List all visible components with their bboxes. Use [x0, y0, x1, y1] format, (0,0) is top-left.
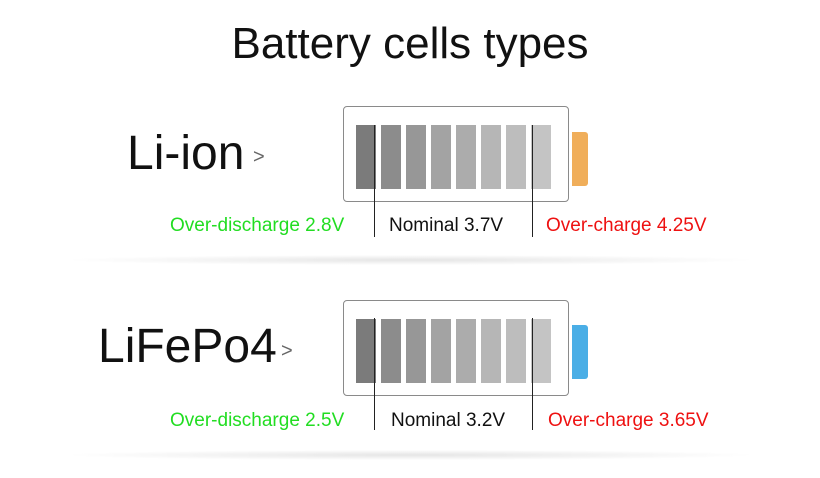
battery-cell — [406, 125, 426, 189]
chevron-right-icon: > — [281, 340, 293, 362]
over-charge-marker-line — [532, 318, 533, 430]
battery-cell — [381, 125, 401, 189]
battery-section-lifepo4: LiFePo4 > Over-discharge 2.5V Nominal 3.… — [0, 0, 820, 460]
battery-icon — [343, 106, 569, 202]
battery-cell — [381, 319, 401, 383]
battery-terminal — [572, 132, 588, 186]
battery-cell — [456, 319, 476, 383]
battery-cell — [481, 319, 501, 383]
over-discharge-label: Over-discharge 2.5V — [170, 410, 345, 431]
battery-cell — [481, 125, 501, 189]
battery-type-name: Li-ion — [127, 127, 245, 180]
over-discharge-marker-line — [374, 318, 375, 430]
battery-cell — [456, 125, 476, 189]
battery-terminal — [572, 325, 588, 379]
over-discharge-marker-line — [374, 125, 375, 237]
battery-type-name: LiFePo4 — [98, 320, 277, 373]
nominal-label: Nominal 3.7V — [389, 215, 504, 236]
battery-section-li-ion: Li-ion > Over-discharge 2.8V Nominal 3.7… — [0, 0, 820, 265]
battery-cell — [506, 319, 526, 383]
battery-cell — [356, 319, 376, 383]
over-charge-marker-line — [532, 125, 533, 237]
battery-cell — [431, 125, 451, 189]
battery-cell — [431, 319, 451, 383]
over-charge-label: Over-charge 4.25V — [546, 215, 707, 236]
battery-icon — [343, 300, 569, 396]
battery-cells — [356, 125, 551, 189]
nominal-label: Nominal 3.2V — [391, 410, 506, 431]
page-title: Battery cells types — [231, 19, 589, 68]
battery-cell — [506, 125, 526, 189]
over-discharge-label: Over-discharge 2.8V — [170, 215, 345, 236]
battery-cell — [356, 125, 376, 189]
chevron-right-icon: > — [253, 146, 265, 168]
section-divider-shadow — [70, 450, 750, 460]
battery-cell — [406, 319, 426, 383]
section-divider-shadow — [70, 255, 750, 265]
battery-cell — [531, 319, 551, 383]
over-charge-label: Over-charge 3.65V — [548, 410, 709, 431]
battery-cells — [356, 319, 551, 383]
battery-cell — [531, 125, 551, 189]
